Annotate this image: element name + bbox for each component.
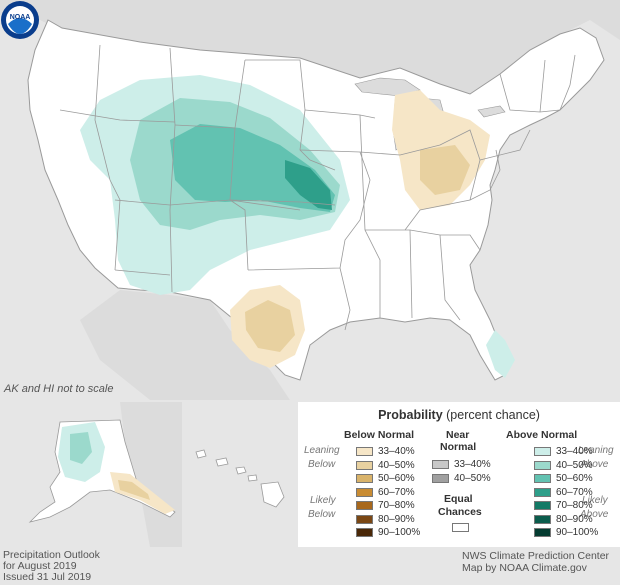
below-normal-label: 40–50%	[378, 459, 415, 471]
below-normal-label: 50–60%	[378, 473, 415, 484]
footer-left: Precipitation Outlook for August 2019 Is…	[3, 550, 100, 583]
hawaii-inset	[186, 402, 296, 547]
below-normal-label: 33–40%	[378, 446, 415, 457]
above-normal-swatch	[534, 501, 551, 510]
above-normal-label: 50–60%	[556, 473, 593, 484]
near-normal-label: 40–50%	[454, 472, 491, 484]
above-normal-label: 33–40%	[556, 446, 593, 457]
below-normal-swatch	[356, 474, 373, 483]
near-normal-label: 33–40%	[454, 459, 491, 470]
scale-note: AK and HI not to scale	[4, 383, 114, 395]
below-normal-swatch	[356, 501, 373, 510]
likely-above-1: Likely	[582, 495, 608, 506]
outlook-title: Precipitation Outlook	[3, 549, 100, 561]
above-normal-swatch	[534, 460, 551, 470]
above-normal-swatch	[534, 514, 551, 524]
above-normal-swatch	[534, 487, 551, 497]
equal-chances-swatch	[452, 523, 469, 532]
issue-date: Issued 31 Jul 2019	[3, 571, 92, 583]
likely-below-2: Below	[308, 509, 336, 520]
leaning-above-1: Leaning	[578, 445, 614, 456]
below-normal-label: 80–90%	[378, 513, 415, 525]
above-normal-swatch	[534, 474, 551, 483]
above-normal-header: Above Normal	[506, 429, 578, 441]
credit-climate-gov: Map by NOAA Climate.gov	[462, 562, 587, 574]
mexico-land	[80, 290, 290, 400]
below-normal-swatch	[356, 514, 373, 524]
footer: Precipitation Outlook for August 2019 Is…	[0, 547, 620, 585]
likely-above-2: Above	[580, 509, 609, 520]
state-borders	[59, 44, 576, 331]
above-normal-label: 80–90%	[556, 513, 593, 525]
above-normal-swatch	[534, 447, 551, 456]
leaning-above-2: Above	[580, 459, 609, 470]
likely-below-1: Likely	[310, 495, 336, 506]
above-normal-label: 40–50%	[556, 459, 593, 471]
alaska-svg	[28, 402, 182, 547]
below-normal-region	[230, 90, 490, 368]
above-normal-label: 90–100%	[556, 527, 599, 538]
conus-map: AK and HI not to scale NOAA	[0, 0, 620, 400]
below-normal-swatch	[356, 447, 373, 456]
below-normal-swatch	[356, 460, 373, 470]
lake-ontario	[477, 105, 506, 118]
map-svg	[0, 0, 620, 400]
above-normal-region	[80, 75, 515, 378]
outlook-period: for August 2019	[3, 560, 77, 572]
below-normal-label: 70–80%	[378, 500, 415, 511]
noaa-logo-text: NOAA	[10, 14, 31, 21]
footer-right: NWS Climate Prediction Center Map by NOA…	[462, 550, 609, 574]
leaning-below-2: Below	[308, 459, 336, 470]
below-normal-header: Below Normal	[344, 429, 415, 441]
equal-chances-1: Equal	[444, 493, 473, 505]
near-normal-swatch	[432, 460, 449, 469]
legend: Probability (percent chance) Below Norma…	[298, 402, 620, 547]
legend-title: Probability (percent chance)	[298, 408, 620, 422]
canada-land	[0, 0, 620, 95]
legend-title-bold: Probability	[378, 408, 443, 422]
leaning-below-1: Leaning	[304, 445, 340, 456]
credit-cpc: NWS Climate Prediction Center	[462, 550, 610, 562]
legend-title-rest: (percent chance)	[442, 408, 540, 422]
above-normal-swatch	[534, 528, 551, 537]
near-normal-header-1: Near	[446, 429, 470, 441]
below-normal-swatch	[356, 528, 373, 537]
equal-chances-2: Chances	[438, 506, 482, 518]
below-normal-label: 60–70%	[378, 486, 415, 498]
below-normal-swatch	[356, 487, 373, 497]
below-normal-label: 90–100%	[378, 527, 421, 538]
above-normal-label: 70–80%	[556, 500, 593, 511]
near-normal-swatch	[432, 473, 449, 483]
noaa-logo: NOAA	[1, 1, 39, 39]
hawaii-svg	[195, 449, 285, 508]
above-normal-label: 60–70%	[556, 486, 593, 498]
alaska-inset	[0, 402, 182, 547]
near-normal-header-2: Normal	[440, 441, 477, 453]
